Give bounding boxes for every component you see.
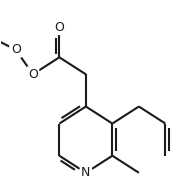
Text: O: O xyxy=(11,43,21,56)
Text: N: N xyxy=(81,166,91,179)
Text: O: O xyxy=(54,21,64,34)
Text: O: O xyxy=(28,68,38,81)
